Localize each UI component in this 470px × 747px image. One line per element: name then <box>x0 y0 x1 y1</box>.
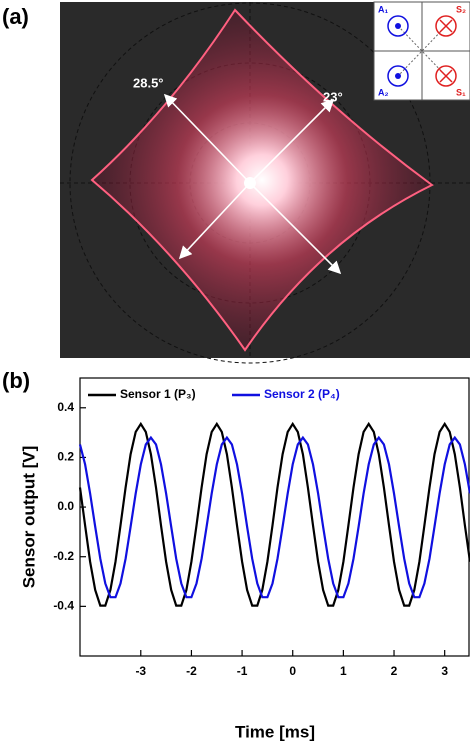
y-tick-label: 0.4 <box>57 400 74 414</box>
x-tick-label: 2 <box>391 664 398 678</box>
inset-label: S₂ <box>456 4 466 14</box>
x-tick-label: -1 <box>237 664 248 678</box>
inset-label: A₁ <box>378 4 388 14</box>
x-tick-label: 0 <box>289 664 296 678</box>
inset-label: S₁ <box>456 87 466 97</box>
inset-label: A₂ <box>378 87 389 97</box>
y-tick-label: 0.2 <box>57 450 74 464</box>
y-tick-label: -0.2 <box>53 549 74 563</box>
legend-label: Sensor 2 (P₄) <box>264 387 340 401</box>
x-axis-label: Time [ms] <box>235 722 315 741</box>
angle-label: 23° <box>323 89 343 104</box>
x-tick-label: -3 <box>135 664 146 678</box>
angle-label: 28.5° <box>133 75 164 90</box>
x-tick-label: 3 <box>441 664 448 678</box>
y-axis-label: Sensor output [V] <box>19 446 38 589</box>
y-tick-label: -0.4 <box>53 599 74 613</box>
panel-label: (b) <box>2 368 30 393</box>
photo: 28.5° 23° A₁ S₂ A₂ S₁ <box>60 1 470 364</box>
series-line <box>78 421 470 607</box>
x-tick-label: 1 <box>340 664 347 678</box>
legend-label: Sensor 1 (P₃) <box>120 387 196 401</box>
inset: A₁ S₂ A₂ S₁ <box>373 1 470 101</box>
x-tick-label: -2 <box>186 664 197 678</box>
y-tick-label: 0.0 <box>57 499 74 513</box>
series-line <box>78 435 470 599</box>
plot-frame <box>79 377 470 657</box>
panel-label: (a) <box>2 4 29 29</box>
